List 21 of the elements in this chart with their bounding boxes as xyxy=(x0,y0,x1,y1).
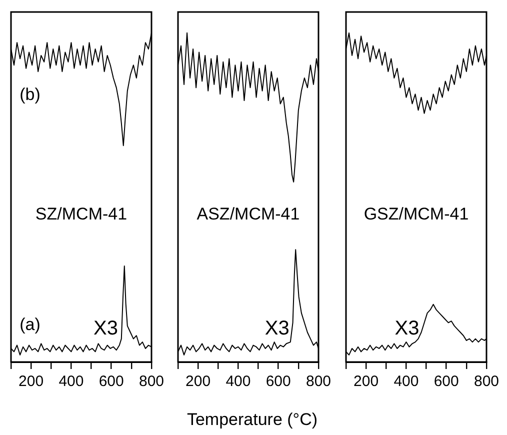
x-axis-title: Temperature (°C) xyxy=(186,410,318,429)
text: ASZ/MCM-41 xyxy=(196,204,300,224)
x-tick-label: 800 xyxy=(474,373,499,390)
x-tick-label: 400 xyxy=(226,373,251,390)
x-tick-label: 200 xyxy=(18,373,44,390)
annotation: X3 xyxy=(394,318,420,340)
x-tick-label: 800 xyxy=(138,373,164,390)
series-label: (b) xyxy=(20,84,40,104)
annotation: X3 xyxy=(94,318,118,340)
series-label: (a) xyxy=(20,314,40,334)
x-tick-label: 400 xyxy=(394,373,419,390)
text: GSZ/MCM-41 xyxy=(364,204,469,224)
x-tick-label: 200 xyxy=(186,373,211,390)
x-tick-label: 200 xyxy=(354,373,379,390)
x-tick-label: 600 xyxy=(266,373,291,390)
x-tick-label: 800 xyxy=(306,373,331,390)
x-tick-label: 600 xyxy=(434,373,459,390)
text: SZ/MCM-41 xyxy=(35,204,128,224)
x-tick-label: 400 xyxy=(58,373,84,390)
annotation: X3 xyxy=(264,318,290,340)
x-tick-label: 600 xyxy=(98,373,124,390)
